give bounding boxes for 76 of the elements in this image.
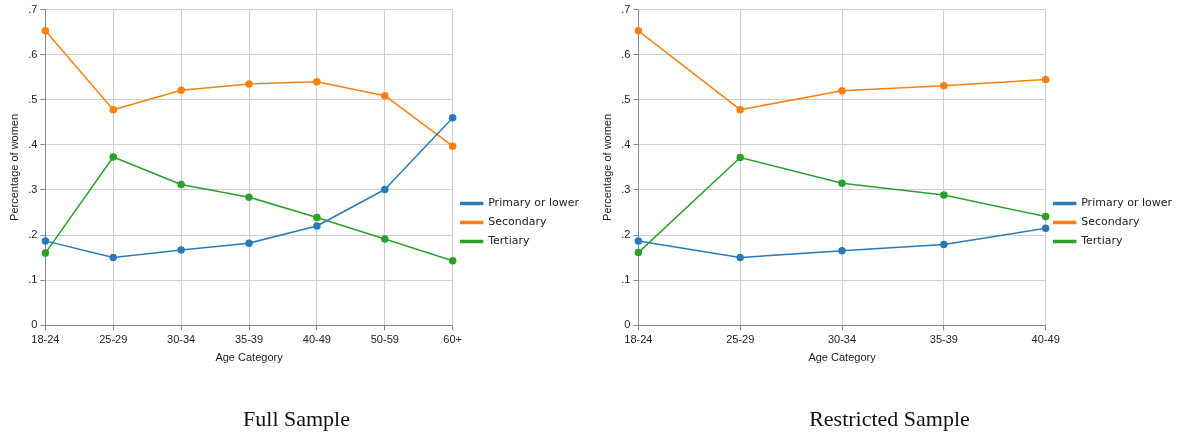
x-tick-label: 40-49	[302, 332, 331, 345]
point	[448, 114, 457, 122]
legend-label: Primary or lower	[1081, 196, 1173, 210]
legend-label: Tertiary	[487, 234, 530, 248]
y-tick-label: 0	[31, 318, 38, 331]
point	[838, 179, 846, 187]
x-tick-label: 50-59	[370, 332, 399, 345]
point	[940, 82, 948, 90]
point	[1041, 75, 1050, 84]
point	[109, 253, 118, 262]
point	[736, 253, 744, 262]
y-tick-label: .1	[28, 273, 38, 286]
point	[177, 246, 185, 254]
legend-label: Secondary	[488, 215, 547, 229]
y-tick-label: .1	[621, 273, 631, 286]
x-tick-label: 30-34	[827, 332, 857, 345]
legend-label: Primary or lower	[488, 196, 580, 210]
y-tick-label: .5	[28, 92, 38, 105]
y-tick-label: 0	[624, 318, 631, 331]
point	[41, 249, 50, 257]
point	[634, 27, 643, 35]
point	[245, 239, 253, 247]
point	[736, 105, 744, 114]
x-tick-label: 18-24	[624, 332, 653, 345]
x-axis-title: Age Category	[215, 351, 284, 364]
text: Full Sample	[243, 405, 350, 431]
point	[313, 222, 321, 230]
point	[1041, 212, 1050, 221]
point	[41, 27, 50, 35]
legend-label: Secondary	[1081, 215, 1140, 229]
point	[245, 80, 253, 88]
y-tick-label: .4	[28, 137, 38, 150]
y-tick-label: .5	[621, 92, 631, 105]
point	[41, 237, 50, 245]
point	[177, 86, 185, 95]
point	[109, 153, 118, 161]
y-tick-label: .6	[621, 47, 631, 60]
point	[448, 256, 457, 265]
y-tick-label: .2	[621, 228, 631, 241]
x-tick-label: 35-39	[929, 332, 958, 345]
x-tick-label: 30-34	[167, 332, 196, 345]
y-tick-label: .6	[28, 47, 38, 60]
point	[1041, 224, 1050, 233]
y-tick-label: .3	[28, 182, 38, 195]
y-tick-label: .7	[28, 2, 38, 15]
point	[381, 235, 389, 243]
point	[381, 185, 389, 194]
point	[838, 247, 846, 255]
y-tick-label: .4	[621, 137, 631, 150]
point	[177, 180, 185, 189]
point	[940, 191, 948, 199]
point	[313, 213, 321, 222]
x-axis-title: Age Category	[808, 351, 877, 364]
x-tick-label: 60+	[443, 332, 463, 345]
text: Restricted Sample	[809, 405, 970, 431]
legend-label: Tertiary	[1080, 234, 1123, 248]
point	[313, 77, 321, 86]
y-tick-label: .7	[621, 2, 631, 15]
y-tick-label: .2	[28, 228, 38, 241]
point	[109, 105, 118, 114]
y-axis-title: Percentage of women	[600, 113, 613, 221]
x-tick-label: 25-29	[726, 332, 755, 345]
y-axis-title: Percentage of women	[7, 113, 20, 221]
point	[634, 237, 643, 245]
x-tick-label: 35-39	[234, 332, 264, 345]
point	[634, 248, 643, 257]
x-tick-label: 18-24	[31, 332, 60, 345]
point	[940, 240, 948, 249]
x-tick-label: 25-29	[99, 332, 128, 345]
y-tick-label: .3	[621, 182, 631, 195]
point	[381, 91, 389, 100]
point	[245, 193, 253, 201]
point	[448, 142, 457, 150]
point	[736, 153, 744, 162]
x-tick-label: 40-49	[1031, 332, 1060, 345]
point	[838, 87, 846, 95]
